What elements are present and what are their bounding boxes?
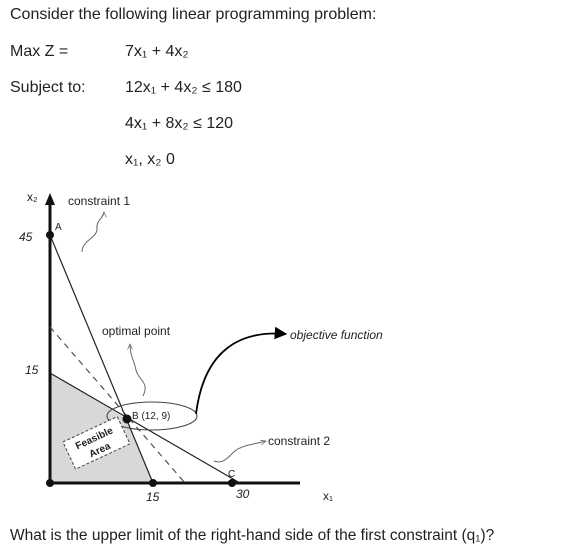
question-text: What is the upper limit of the right-han… [10, 527, 495, 544]
point-c-marker [228, 479, 236, 487]
constraint-2-line [49, 372, 241, 484]
point-c-label: C [228, 469, 235, 480]
constraint-1-line [49, 234, 154, 484]
tick-15-y: 15 [25, 363, 39, 377]
constraint-2-expression: 4x₁ + 8x₂ ≤ 120 [125, 115, 234, 132]
y-axis-label: x₂ [27, 190, 38, 204]
origin-marker [46, 479, 54, 487]
constraint-2-label: constraint 2 [268, 434, 330, 448]
y-axis-arrow [45, 193, 55, 205]
subject-to-label: Subject to: [10, 79, 86, 96]
point-15-marker [149, 479, 157, 487]
constraint-2-pointer [213, 441, 266, 463]
objective-function-line [49, 326, 186, 484]
nonnegativity-expression: x₁, x₂ 0 [125, 151, 175, 168]
constraint-1-expression: 12x₁ + 4x₂ ≤ 180 [125, 79, 242, 96]
tick-30: 30 [236, 487, 250, 501]
tick-15-x: 15 [146, 490, 160, 504]
optimal-point-pointer [130, 344, 146, 397]
objective-function-arrow [195, 326, 288, 415]
point-a-marker [46, 231, 54, 239]
point-b-highlight [106, 401, 198, 431]
point-b-marker [122, 414, 132, 424]
point-a-label: A [55, 222, 62, 233]
point-b-label: B (12, 9) [132, 411, 170, 422]
constraint-1-pointer [81, 212, 104, 253]
objective-function-label: objective function [290, 328, 383, 342]
x-axis-label: x₁ [323, 489, 333, 503]
feasible-area-box [62, 415, 131, 470]
optimal-point-label: optimal point [102, 324, 171, 338]
constraint-1-label: constraint 1 [68, 194, 130, 208]
tick-45: 45 [19, 230, 33, 244]
problem-heading: Consider the following linear programmin… [10, 6, 377, 23]
objective-label: Max Z = [10, 43, 69, 60]
objective-expression: 7x₁ + 4x₂ [125, 43, 189, 60]
